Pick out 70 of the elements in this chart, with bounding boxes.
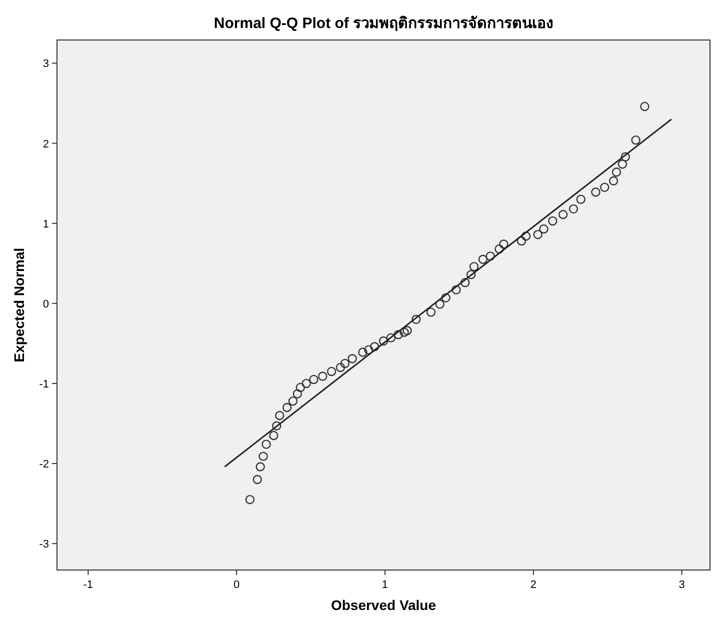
point xyxy=(568,204,578,214)
point xyxy=(620,152,630,162)
point xyxy=(302,378,311,388)
point xyxy=(469,262,479,272)
point xyxy=(576,194,586,204)
point xyxy=(600,182,610,192)
point xyxy=(435,300,444,309)
point xyxy=(348,354,357,364)
point xyxy=(412,314,421,324)
point xyxy=(292,389,302,398)
point xyxy=(400,328,409,337)
point xyxy=(478,254,488,264)
point xyxy=(460,278,470,288)
point xyxy=(441,293,450,302)
point xyxy=(282,402,292,412)
point xyxy=(486,252,495,261)
y-tick-label: 1 xyxy=(42,218,49,230)
y-tick-label: -1 xyxy=(39,378,49,390)
point xyxy=(426,308,436,317)
point xyxy=(494,244,504,254)
point xyxy=(466,270,476,280)
y-tick-label: -3 xyxy=(39,538,49,551)
point xyxy=(548,216,558,226)
x-tick-label: -1 xyxy=(83,579,94,591)
x-tick-label: 3 xyxy=(678,579,685,591)
point xyxy=(499,240,508,249)
y-tick-label: 3 xyxy=(42,58,49,70)
point xyxy=(378,336,388,346)
point xyxy=(516,236,526,246)
point xyxy=(364,345,374,354)
point xyxy=(318,372,328,381)
point xyxy=(288,396,298,406)
x-tick-label: 1 xyxy=(382,579,388,591)
point xyxy=(370,342,380,352)
point xyxy=(269,430,278,440)
point xyxy=(612,168,622,177)
point xyxy=(558,210,568,220)
y-tick-label: -2 xyxy=(39,458,49,471)
point xyxy=(394,330,403,340)
point xyxy=(296,382,305,392)
point xyxy=(326,366,336,376)
point xyxy=(618,159,628,169)
point xyxy=(640,102,650,112)
point xyxy=(245,494,255,504)
y-tick-label: 2 xyxy=(42,138,49,150)
y-axis-title: Expected Normal xyxy=(11,248,27,362)
point xyxy=(272,421,282,430)
point xyxy=(452,285,461,294)
point xyxy=(608,176,618,186)
y-tick-label: 0 xyxy=(42,298,49,310)
point xyxy=(262,440,271,449)
point xyxy=(256,462,265,472)
point xyxy=(340,358,350,368)
point xyxy=(258,452,268,461)
point xyxy=(539,224,548,234)
point xyxy=(521,232,531,241)
x-axis-title: Observed Value xyxy=(330,597,436,613)
point xyxy=(275,410,284,420)
point xyxy=(402,326,412,336)
point xyxy=(309,374,318,384)
point xyxy=(591,188,600,197)
point xyxy=(631,135,640,145)
point xyxy=(252,474,262,484)
point xyxy=(533,230,542,240)
x-tick-label: 0 xyxy=(234,579,240,591)
point xyxy=(358,348,368,357)
point xyxy=(386,333,396,342)
chart-title: Normal Q-Q Plot of รวมพฤติกรรมการจัดการตนเอง xyxy=(214,14,554,32)
point xyxy=(336,362,346,372)
x-tick-label: 2 xyxy=(530,579,536,591)
